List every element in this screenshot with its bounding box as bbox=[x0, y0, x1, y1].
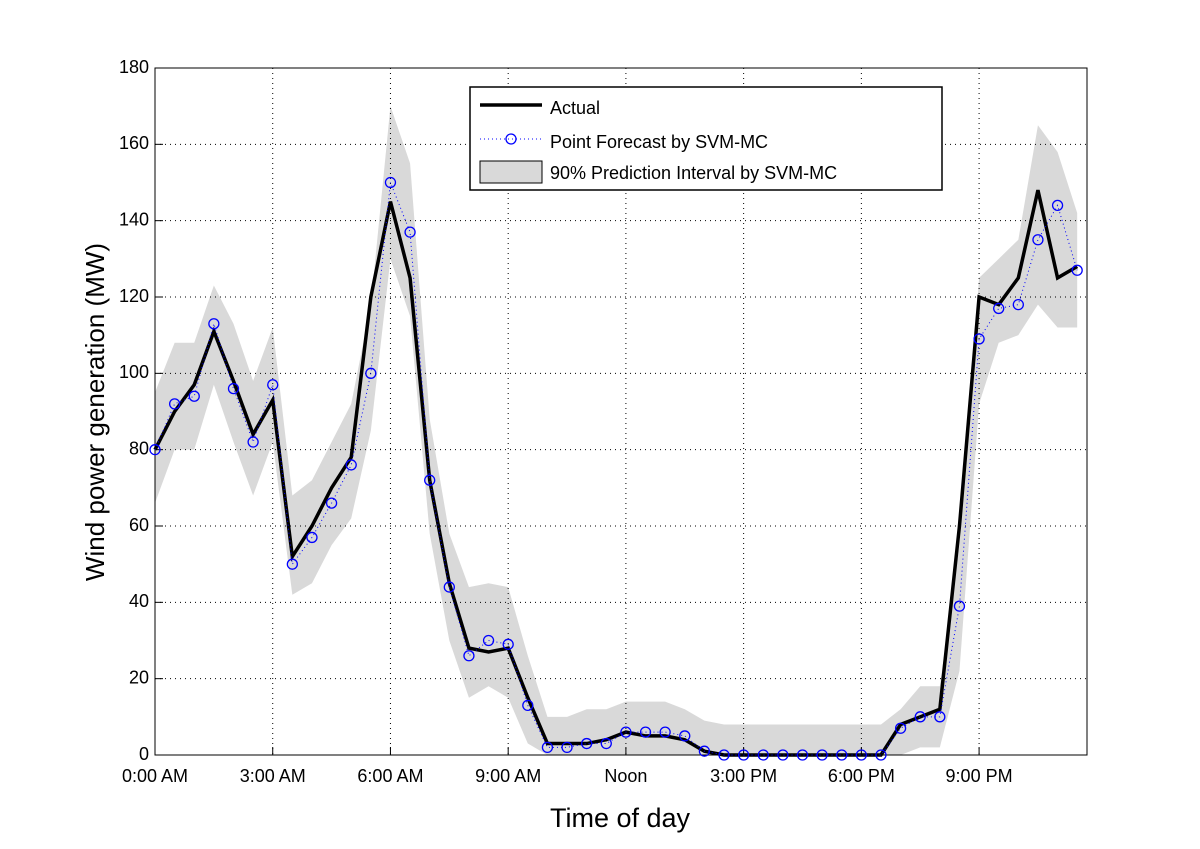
forecast-point bbox=[581, 737, 593, 750]
legend-swatch bbox=[479, 160, 543, 184]
forecast-point bbox=[247, 436, 259, 448]
y-tick-label: 20 bbox=[129, 667, 149, 687]
forecast-point bbox=[914, 711, 926, 723]
actual-line bbox=[153, 189, 1079, 757]
forecast-point bbox=[443, 581, 455, 593]
legend-label: Point Forecast by SVM-MC bbox=[550, 132, 768, 152]
legend-box bbox=[469, 86, 943, 191]
forecast-point bbox=[679, 730, 691, 742]
forecast-point bbox=[836, 749, 848, 761]
forecast-point bbox=[463, 650, 475, 662]
forecast-point bbox=[502, 638, 514, 650]
forecast-point bbox=[757, 749, 769, 761]
y-tick-label: 120 bbox=[119, 286, 149, 306]
forecast-point bbox=[384, 176, 397, 189]
forecast-point bbox=[325, 497, 338, 509]
forecast-point bbox=[698, 745, 711, 757]
forecast-point bbox=[1051, 199, 1064, 212]
forecast-point bbox=[1071, 264, 1083, 276]
forecast-point bbox=[424, 474, 436, 486]
prediction-band bbox=[155, 106, 1078, 755]
forecast-point bbox=[1012, 298, 1024, 311]
forecast-point bbox=[208, 318, 220, 330]
forecast-point bbox=[777, 749, 789, 761]
forecast-point bbox=[718, 749, 730, 761]
y-tick-label: 0 bbox=[139, 744, 149, 764]
x-tick-label: 0:00 AM bbox=[122, 766, 188, 786]
forecast-point bbox=[482, 634, 495, 647]
y-tick-label: 60 bbox=[129, 515, 149, 535]
forecast-point bbox=[816, 749, 828, 761]
forecast-point bbox=[894, 722, 907, 734]
forecast-point bbox=[561, 741, 573, 754]
forecast-point bbox=[541, 741, 554, 754]
forecast-point bbox=[227, 382, 240, 395]
forecast-line bbox=[154, 182, 1078, 756]
forecast-point bbox=[286, 558, 298, 570]
x-tick-label: 9:00 AM bbox=[475, 766, 541, 786]
y-tick-label: 140 bbox=[119, 209, 149, 229]
y-axis-label: Wind power generation (MW) bbox=[80, 243, 110, 581]
forecast-point bbox=[737, 749, 750, 761]
forecast-point bbox=[934, 711, 946, 723]
forecast-point bbox=[345, 459, 357, 471]
forecast-point bbox=[306, 531, 318, 544]
forecast-point bbox=[404, 226, 416, 238]
y-tick-label: 180 bbox=[119, 57, 149, 77]
legend-swatch bbox=[505, 133, 517, 145]
forecast-point bbox=[365, 367, 377, 379]
forecast-point bbox=[875, 749, 887, 761]
plot-frame bbox=[154, 67, 1088, 756]
y-tick-label: 100 bbox=[119, 362, 149, 382]
forecast-point bbox=[639, 726, 652, 738]
forecast-point bbox=[620, 726, 632, 738]
forecast-point bbox=[600, 737, 612, 750]
x-axis-label: Time of day bbox=[550, 803, 691, 833]
forecast-point bbox=[522, 699, 534, 712]
forecast-point bbox=[973, 333, 985, 345]
forecast-point bbox=[188, 390, 200, 402]
x-tick-label: 9:00 PM bbox=[946, 766, 1013, 786]
legend-label: 90% Prediction Interval by SVM-MC bbox=[550, 163, 837, 183]
forecast-point bbox=[855, 749, 868, 761]
x-tick-label: 6:00 PM bbox=[828, 766, 895, 786]
x-tick-label: 3:00 PM bbox=[710, 766, 777, 786]
forecast-point bbox=[149, 444, 161, 456]
y-tick-label: 160 bbox=[119, 133, 149, 153]
forecast-point bbox=[659, 726, 671, 738]
forecast-point bbox=[993, 302, 1005, 315]
forecast-point bbox=[953, 600, 966, 612]
y-tick-label: 80 bbox=[129, 438, 149, 458]
x-tick-label: 6:00 AM bbox=[357, 766, 423, 786]
forecast-point bbox=[796, 749, 809, 761]
legend-label: Actual bbox=[550, 98, 600, 118]
forecast-point bbox=[1032, 234, 1044, 246]
y-tick-label: 40 bbox=[129, 591, 149, 611]
forecast-point bbox=[267, 379, 279, 391]
forecast-point bbox=[168, 398, 181, 410]
x-tick-label: 3:00 AM bbox=[240, 766, 306, 786]
x-tick-label: Noon bbox=[604, 766, 647, 786]
